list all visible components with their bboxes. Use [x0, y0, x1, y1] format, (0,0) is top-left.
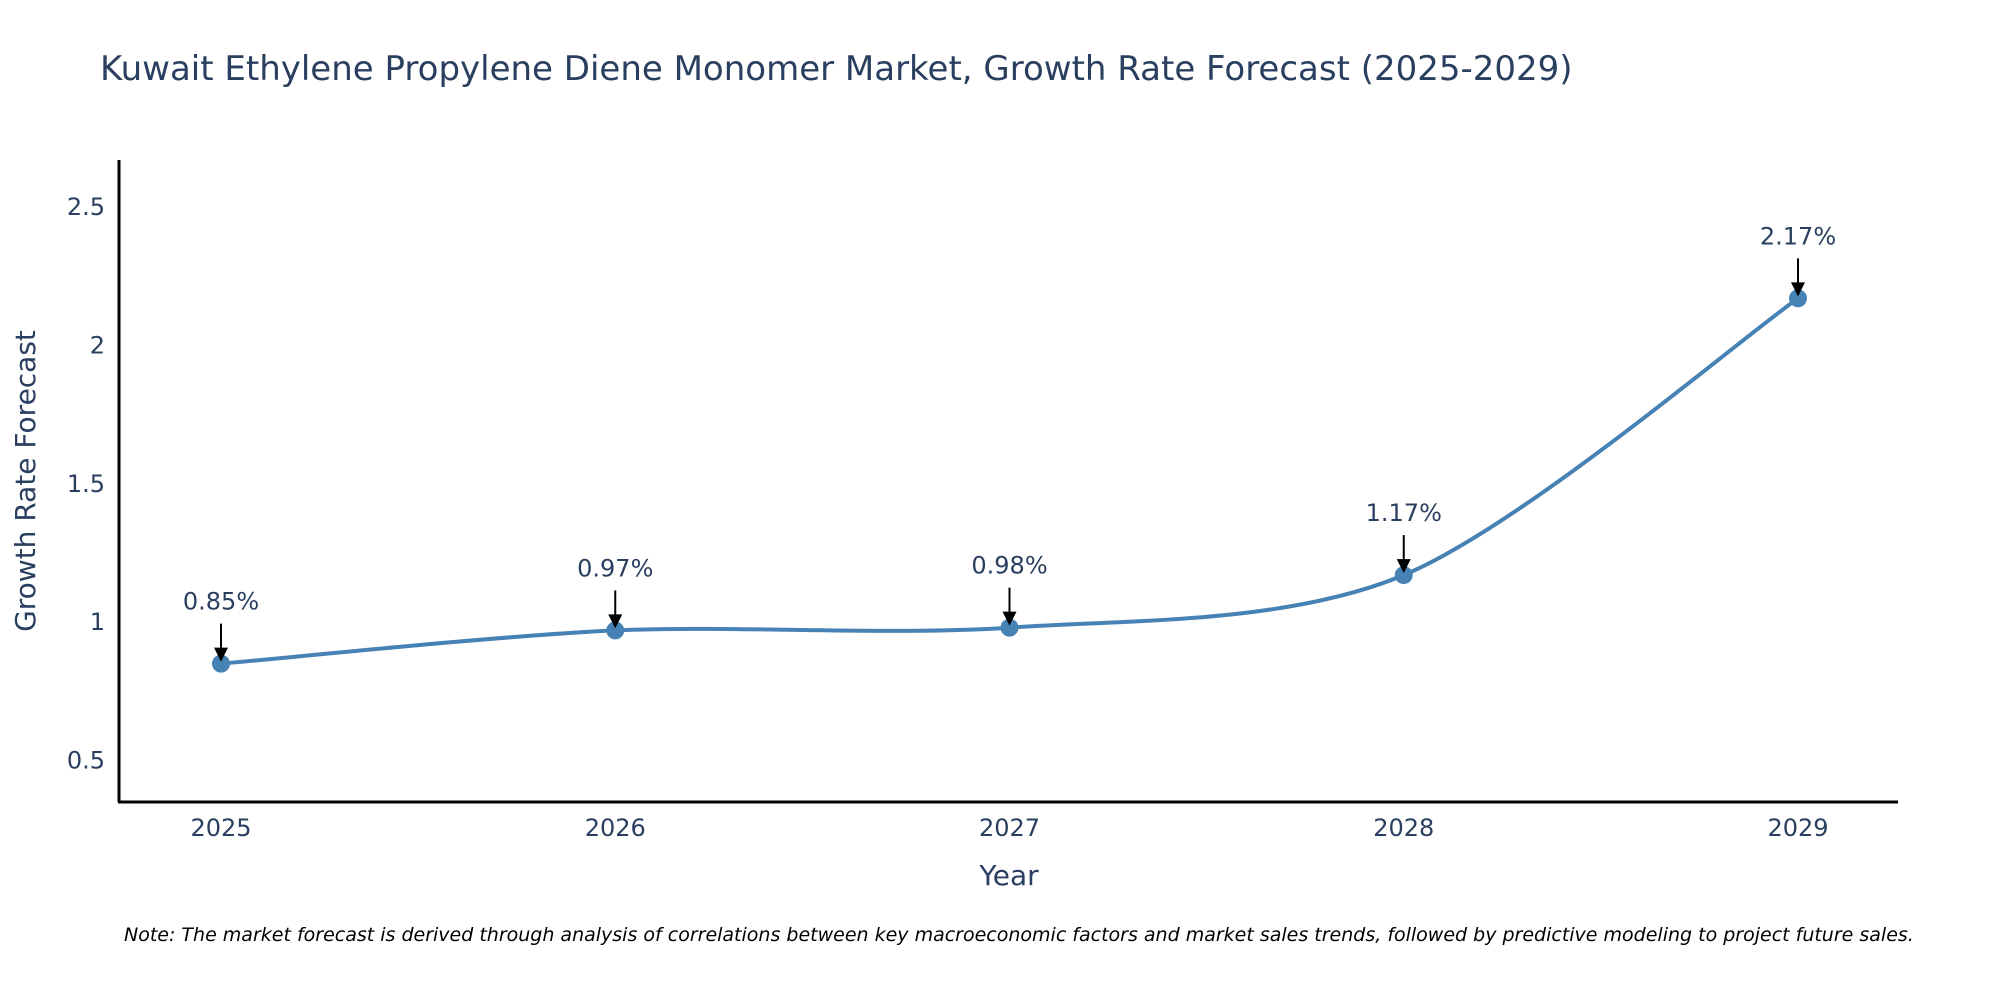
data-point	[212, 654, 230, 673]
x-axis-ticks: 2025 2026 2027 2028 2029	[190, 814, 1828, 842]
y-tick-label: 1.5	[67, 470, 105, 498]
y-tick-label: 0.5	[67, 746, 105, 774]
y-tick-label: 1	[90, 608, 105, 636]
x-tick-label: 2025	[190, 814, 251, 842]
data-label: 0.97%	[577, 554, 653, 582]
data-label: 1.17%	[1366, 499, 1442, 527]
annotation-arrow-head	[1791, 282, 1805, 297]
x-axis-title: Year	[978, 859, 1039, 892]
data-markers	[212, 289, 1807, 673]
y-axis-title: Growth Rate Forecast	[9, 330, 42, 632]
data-label: 0.98%	[971, 552, 1047, 580]
footnote: Note: The market forecast is derived thr…	[124, 924, 1914, 946]
y-tick-label: 2.5	[67, 193, 105, 221]
x-tick-label: 2027	[979, 814, 1040, 842]
data-point	[1394, 566, 1413, 585]
data-point	[606, 621, 625, 640]
annotation-arrow-head	[214, 647, 228, 662]
annotation-arrow-head	[1396, 559, 1411, 574]
data-label: 2.17%	[1760, 222, 1836, 250]
y-tick-label: 2	[90, 331, 105, 359]
data-point	[1000, 618, 1019, 637]
x-tick-label: 2029	[1767, 814, 1828, 842]
series-line	[220, 296, 1800, 666]
data-label: 0.85%	[183, 588, 259, 616]
x-tick-label: 2026	[585, 814, 646, 842]
annotation-arrow-head	[608, 614, 623, 629]
chart-title: Kuwait Ethylene Propylene Diene Monomer …	[100, 49, 1573, 89]
y-axis-ticks: 0.5 1 1.5 2 2.5	[67, 193, 105, 774]
x-tick-label: 2028	[1373, 814, 1434, 842]
annotation-arrow-head	[1002, 611, 1017, 626]
data-annotations: 0.85% 0.97% 0.98% 1.17% 2.17%	[183, 222, 1836, 662]
data-point	[1789, 289, 1807, 308]
